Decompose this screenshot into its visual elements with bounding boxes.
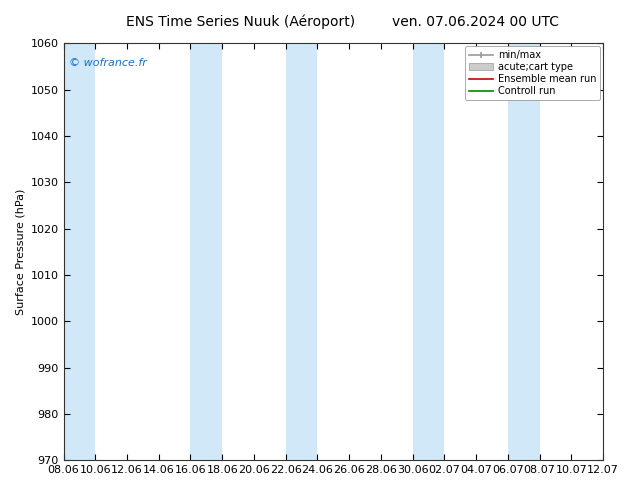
Bar (508, 44, 540, 460)
Bar (190, 44, 223, 460)
Bar (413, 44, 444, 460)
Text: © wofrance.fr: © wofrance.fr (69, 58, 147, 68)
Legend: min/max, acute;cart type, Ensemble mean run, Controll run: min/max, acute;cart type, Ensemble mean … (465, 47, 600, 100)
Y-axis label: Surface Pressure (hPa): Surface Pressure (hPa) (15, 189, 25, 315)
Text: ENS Time Series Nuuk (Aéroport): ENS Time Series Nuuk (Aéroport) (126, 15, 356, 29)
Bar (63, 44, 95, 460)
Bar (286, 44, 318, 460)
Text: ven. 07.06.2024 00 UTC: ven. 07.06.2024 00 UTC (392, 15, 559, 29)
